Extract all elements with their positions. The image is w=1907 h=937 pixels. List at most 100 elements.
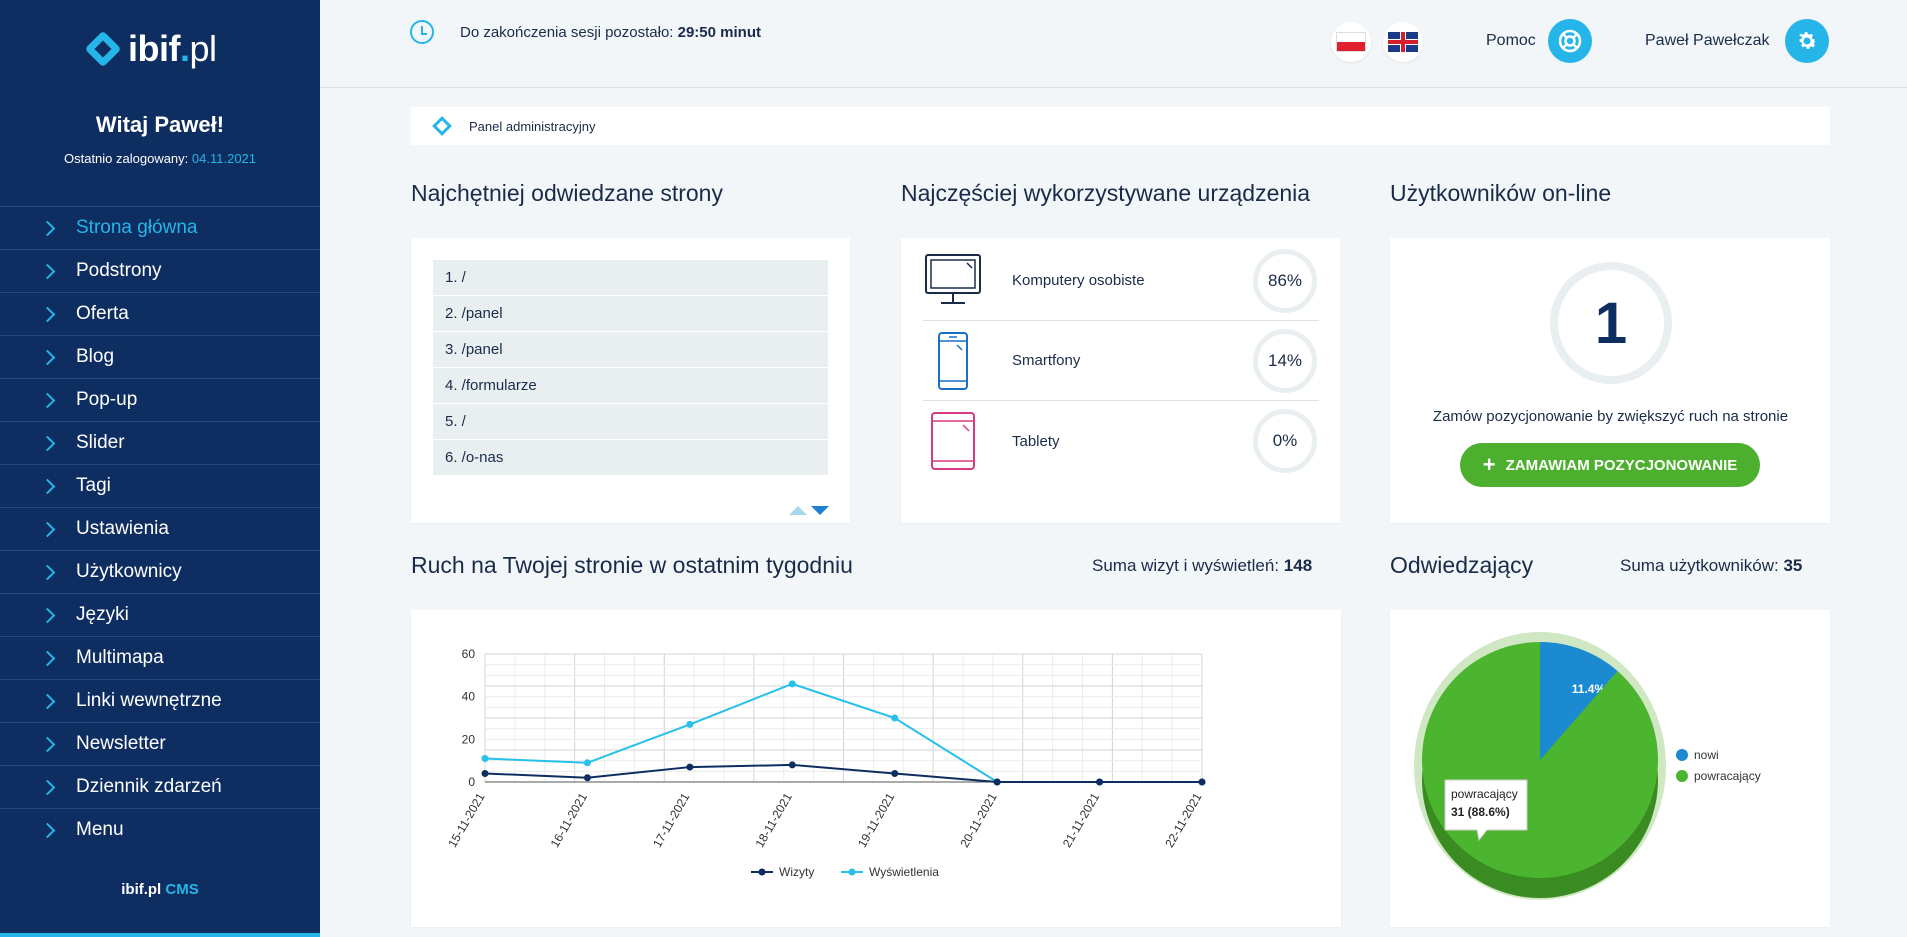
list-item[interactable]: 6. /o-nas <box>433 440 828 476</box>
visitors-sum: Suma użytkowników: 35 <box>1620 556 1802 576</box>
y-tick-label: 40 <box>462 690 476 704</box>
clock-icon <box>410 20 434 44</box>
chevron-right-icon <box>39 478 56 494</box>
sidebar-item-podstrony[interactable]: Podstrony <box>0 249 320 292</box>
sidebar-item-blog[interactable]: Blog <box>0 335 320 378</box>
chevron-right-icon <box>39 263 56 279</box>
device-row-desktop: Komputery osobiste 86% <box>923 241 1319 321</box>
legend-marker <box>1676 770 1688 782</box>
list-item[interactable]: 1. / <box>433 260 828 296</box>
cms-text: CMS <box>165 881 199 898</box>
data-point[interactable] <box>481 769 489 777</box>
plus-icon: + <box>1482 452 1496 477</box>
data-point[interactable] <box>686 763 694 771</box>
pie-tooltip <box>1444 779 1528 842</box>
data-point[interactable] <box>1096 778 1104 786</box>
sidebar-item-uzytkownicy[interactable]: Użytkownicy <box>0 550 320 593</box>
help-label[interactable]: Pomoc <box>1486 32 1536 49</box>
sidebar-nav: Strona główna Podstrony Oferta Blog Pop-… <box>0 206 320 851</box>
scroll-down-arrow-icon[interactable] <box>811 506 829 515</box>
scroll-up-arrow-icon[interactable] <box>789 506 807 515</box>
data-point[interactable] <box>788 761 796 769</box>
sidebar-item-label: Oferta <box>76 303 129 324</box>
language-pl-button[interactable] <box>1331 22 1371 62</box>
sidebar-item-multimapa[interactable]: Multimapa <box>0 636 320 679</box>
legend-label[interactable]: Wyświetlenia <box>869 865 939 879</box>
device-label: Tablety <box>1012 432 1060 450</box>
user-name[interactable]: Paweł Pawełczak <box>1645 32 1770 49</box>
data-point[interactable] <box>993 778 1001 786</box>
sidebar-item-label: Linki wewnętrzne <box>76 690 222 711</box>
data-point[interactable] <box>481 755 489 763</box>
x-tick-label: 22-11-2021 <box>1162 790 1205 850</box>
sidebar-item-dziennik-zdarzen[interactable]: Dziennik zdarzeń <box>0 765 320 808</box>
legend-marker <box>1676 749 1688 761</box>
sidebar: ibif. pl Witaj Paweł! Ostatnio zalogowany… <box>0 0 320 937</box>
top-pages-card: 1. / 2. /panel 3. /panel 4. /formularze … <box>411 238 850 523</box>
sidebar-item-label: Strona główna <box>76 217 198 238</box>
sidebar-item-label: Pop-up <box>76 389 138 410</box>
chevron-right-icon <box>39 779 56 795</box>
legend-label[interactable]: nowi <box>1694 748 1719 762</box>
logo-dot: . <box>179 28 190 69</box>
sidebar-item-tagi[interactable]: Tagi <box>0 464 320 507</box>
list-item[interactable]: 5. / <box>433 404 828 440</box>
sidebar-item-jezyki[interactable]: Języki <box>0 593 320 636</box>
sidebar-item-menu[interactable]: Menu <box>0 808 320 851</box>
settings-button[interactable] <box>1785 19 1829 63</box>
sidebar-item-newsletter[interactable]: Newsletter <box>0 722 320 765</box>
tooltip-name: powracający <box>1451 787 1518 801</box>
help-button[interactable] <box>1548 19 1592 63</box>
sidebar-item-linki-wewnetrzne[interactable]: Linki wewnętrzne <box>0 679 320 722</box>
data-point[interactable] <box>891 769 899 777</box>
breadcrumb-item[interactable]: Panel administracyjny <box>469 118 596 134</box>
list-item[interactable]: 3. /panel <box>433 332 828 368</box>
sidebar-item-label: Slider <box>76 432 125 453</box>
data-point[interactable] <box>891 714 899 722</box>
logo[interactable]: ibif. pl <box>84 28 217 70</box>
cms-brand: ibif.pl <box>121 881 162 898</box>
chevron-right-icon <box>39 435 56 451</box>
order-button-label: ZAMAWIAM POZYCJONOWANIE <box>1505 456 1738 474</box>
visitors-sum-value: 35 <box>1783 556 1803 575</box>
chevron-right-icon <box>39 736 56 752</box>
sidebar-item-label: Podstrony <box>76 260 162 281</box>
language-en-button[interactable] <box>1383 22 1423 62</box>
pie-slice-powracajacy[interactable] <box>1422 642 1658 878</box>
session-label: Do zakończenia sesji pozostało: <box>460 24 674 41</box>
data-point[interactable] <box>788 680 796 688</box>
devices-title: Najczęściej wykorzystywane urządzenia <box>901 180 1311 206</box>
traffic-line-chart: 60 40 20 015-11-2021 16-11-2021 17-11-2021 18-… <box>445 647 1206 879</box>
sidebar-item-label: Tagi <box>76 475 111 496</box>
top-pages-title: Najchętniej odwiedzane strony <box>411 180 723 206</box>
data-point[interactable] <box>1198 778 1206 786</box>
sidebar-item-oferta[interactable]: Oferta <box>0 292 320 335</box>
data-point[interactable] <box>686 720 694 728</box>
diamond-icon <box>432 116 452 136</box>
session-timer: Do zakończenia sesji pozostało: 29:50 mi… <box>460 24 761 41</box>
traffic-chart-card: 60 40 20 0 15-11-2021 16-11-2021 17-11-2021 18-… <box>411 610 1341 927</box>
sidebar-item-label: Newsletter <box>76 733 166 754</box>
last-login-date: 04.11.2021 <box>191 151 257 166</box>
list-item[interactable]: 2. /panel <box>433 296 828 332</box>
order-positioning-button[interactable]: + ZAMAWIAM POZYCJONOWANIE <box>1460 443 1760 487</box>
list-item[interactable]: 4. /formularze <box>433 368 828 404</box>
devices-card: Komputery osobiste 86% Smartfony 14% Tab… <box>901 238 1340 523</box>
breadcrumb: Panel administracyjny <box>411 107 1830 145</box>
visitors-chart-card: 11.4% powracający 31 (88.6%) nowi powracając… <box>1390 610 1830 927</box>
sidebar-item-strona-glowna[interactable]: Strona główna <box>0 206 320 249</box>
chevron-right-icon <box>39 306 56 322</box>
data-point[interactable] <box>583 774 591 782</box>
chevron-right-icon <box>39 521 56 537</box>
legend-label[interactable]: Wizyty <box>779 865 814 879</box>
desktop-icon <box>923 251 983 311</box>
sidebar-item-slider[interactable]: Slider <box>0 421 320 464</box>
pie-slice-nowi[interactable] <box>1540 642 1618 760</box>
sidebar-item-pop-up[interactable]: Pop-up <box>0 378 320 421</box>
online-promo-text: Zamów pozycjonowanie by zwiększyć ruch n… <box>1432 408 1789 425</box>
legend-label[interactable]: powracający <box>1694 769 1761 783</box>
sidebar-item-label: Ustawienia <box>76 518 169 539</box>
smartphone-icon <box>923 331 983 391</box>
data-point[interactable] <box>583 759 591 767</box>
sidebar-item-ustawienia[interactable]: Ustawienia <box>0 507 320 550</box>
